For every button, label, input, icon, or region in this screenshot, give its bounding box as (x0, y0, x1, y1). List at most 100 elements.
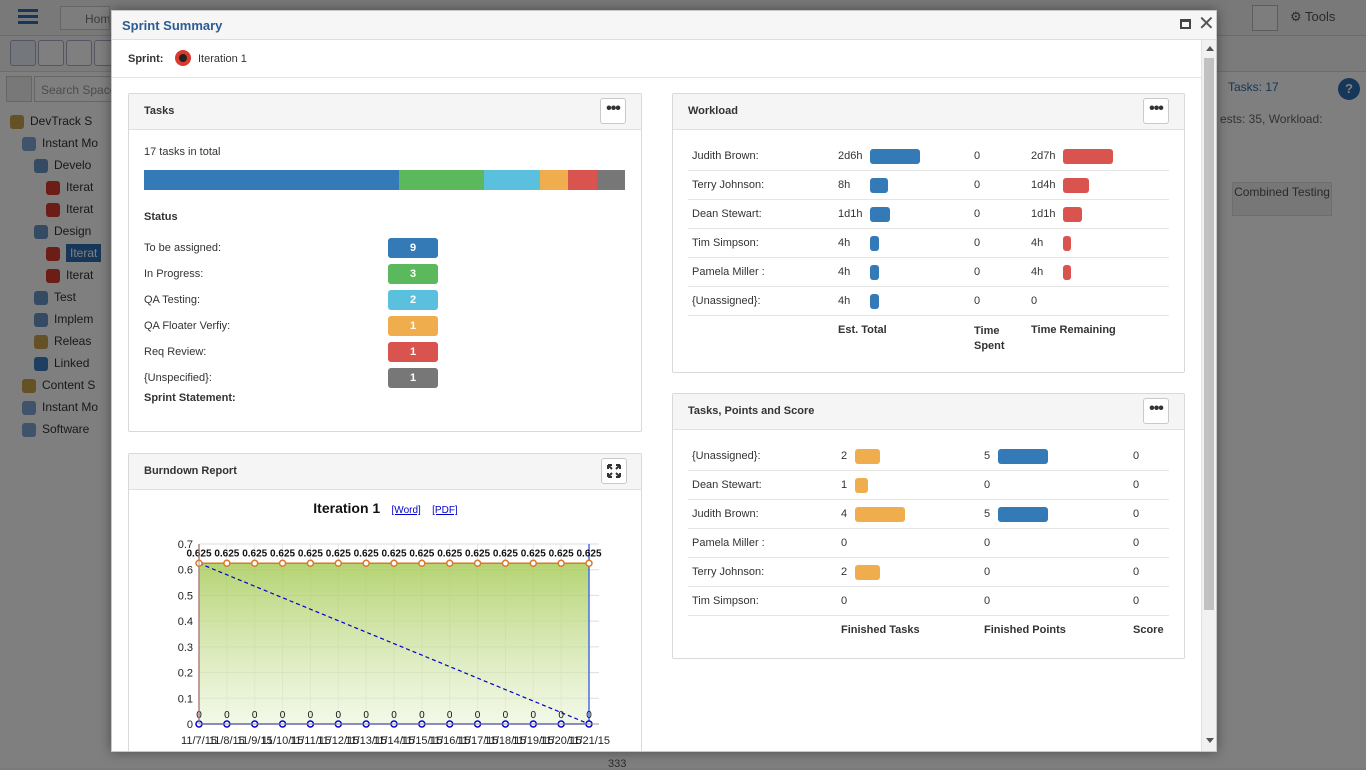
finished-points-value: 0 (984, 479, 991, 491)
scroll-up-icon[interactable] (1206, 46, 1214, 51)
x-tick-label: 11/16/15 (429, 735, 471, 747)
workload-row: Judith Brown: 2d6h 0 2d7h (688, 142, 1169, 171)
dialog-scrollbar[interactable] (1201, 40, 1216, 751)
time-remaining-value: 1d4h (1031, 179, 1056, 191)
maximize-icon[interactable] (1180, 19, 1191, 29)
status-bar-segment (596, 170, 625, 190)
finished-tasks-value: 0 (841, 595, 848, 607)
time-spent-header: Time Spent (974, 325, 1005, 352)
assignee-name: Pamela Miller : (692, 266, 765, 278)
tasks-panel: Tasks ••• 17 tasks in total Status To be… (128, 93, 642, 432)
status-heading: Status (144, 211, 178, 223)
assignee-name: Terry Johnson: (692, 179, 765, 191)
data-label: 0 (419, 710, 425, 721)
data-label: 0 (503, 710, 509, 721)
data-point (250, 559, 259, 568)
x-tick-label: 11/17/15 (457, 735, 499, 747)
status-row: QA Floater Verfiy: 1 (144, 316, 444, 336)
est-total-bar (870, 207, 890, 222)
tasks-points-score-panel: Tasks, Points and Score ••• {Unassigned}… (672, 393, 1185, 659)
data-label: 0.625 (242, 548, 267, 559)
x-tick-label: 11/14/15 (373, 735, 415, 747)
data-label: 0 (280, 710, 286, 721)
data-point (278, 559, 287, 568)
data-point (418, 559, 426, 568)
burndown-panel-header: Burndown Report (129, 454, 641, 490)
data-label: 0.625 (521, 548, 546, 559)
x-tick-label: 11/7/15 (181, 735, 217, 747)
sprint-name: Iteration 1 (198, 53, 247, 65)
est-total-bar (870, 294, 879, 309)
score-value: 0 (1133, 479, 1140, 491)
data-label: 0 (363, 710, 369, 721)
scroll-down-icon[interactable] (1206, 738, 1214, 743)
finished-tasks-header: Finished Tasks (841, 624, 920, 636)
status-row: QA Testing: 2 (144, 290, 444, 310)
data-label: 0.625 (354, 548, 379, 559)
status-count-badge[interactable]: 1 (388, 342, 438, 362)
data-point (334, 559, 343, 568)
burndown-panel-title: Burndown Report (144, 465, 237, 477)
workload-row: {Unassigned}: 4h 0 0 (688, 287, 1169, 316)
data-label: 0.625 (381, 548, 406, 559)
data-label: 0.625 (298, 548, 323, 559)
sprint-label: Sprint: (128, 53, 164, 65)
time-spent-value: 0 (974, 295, 981, 307)
est-total-value: 4h (838, 266, 851, 278)
finished-points-value: 0 (984, 537, 991, 549)
y-tick-label: 0.4 (178, 616, 193, 628)
workload-row: Pamela Miller : 4h 0 4h (688, 258, 1169, 287)
sprint-statement-label: Sprint Statement: (144, 392, 236, 404)
time-remaining-value: 0 (1031, 295, 1038, 307)
status-bar-segment (398, 170, 484, 190)
word-export-link[interactable]: [Word] (391, 505, 421, 516)
more-options-icon[interactable]: ••• (1143, 98, 1169, 124)
status-bar-segment (540, 170, 569, 190)
status-count-badge[interactable]: 3 (388, 264, 438, 284)
scrollbar-thumb[interactable] (1204, 58, 1214, 610)
assignee-name: Tim Simpson: (692, 595, 759, 607)
status-bar-segment (568, 170, 597, 190)
close-icon[interactable]: ✕ (1198, 13, 1215, 35)
data-label: 0.625 (493, 548, 518, 559)
status-row: In Progress: 3 (144, 264, 444, 284)
expand-icon[interactable] (601, 458, 627, 484)
data-label: 0.625 (437, 548, 462, 559)
status-count-badge[interactable]: 9 (388, 238, 438, 258)
score-header: Score (1133, 624, 1164, 636)
est-total-bar (870, 236, 879, 251)
status-row: {Unspecified}: 1 (144, 368, 444, 388)
data-label: 0 (224, 710, 230, 721)
time-spent-value: 0 (974, 179, 981, 191)
finished-tasks-value: 0 (841, 537, 848, 549)
more-options-icon[interactable]: ••• (600, 98, 626, 124)
time-remaining-header: Time Remaining (1031, 324, 1116, 336)
time-remaining-bar (1063, 236, 1071, 251)
time-remaining-bar (1063, 178, 1089, 193)
sprint-summary-dialog: Sprint Summary ✕ Sprint: Iteration 1 Tas… (111, 10, 1217, 752)
status-count-badge[interactable]: 1 (388, 368, 438, 388)
pdf-export-link[interactable]: [PDF] (432, 505, 458, 516)
time-remaining-bar (1063, 149, 1113, 164)
status-count-badge[interactable]: 1 (388, 316, 438, 336)
x-tick-label: 11/11/15 (290, 735, 331, 747)
more-options-icon[interactable]: ••• (1143, 398, 1169, 424)
y-tick-label: 0.5 (178, 590, 193, 602)
status-count-badge[interactable]: 2 (388, 290, 438, 310)
status-name: In Progress: (144, 268, 204, 280)
workload-row: Tim Simpson: 4h 0 4h (688, 229, 1169, 258)
data-label: 0 (558, 710, 564, 721)
time-spent-value: 0 (974, 150, 981, 162)
workload-panel-title: Workload (688, 105, 738, 117)
data-label: 0.625 (326, 548, 351, 559)
data-label: 0.625 (214, 548, 239, 559)
status-row: To be assigned: 9 (144, 238, 444, 258)
assignee-name: {Unassigned}: (692, 295, 761, 307)
y-tick-label: 0.7 (178, 539, 193, 551)
y-tick-label: 0.2 (178, 668, 193, 680)
time-remaining-value: 4h (1031, 266, 1044, 278)
burndown-chart-header: Iteration 1 [Word] [PDF] (129, 500, 642, 516)
x-tick-label: 11/15/15 (401, 735, 443, 747)
finished-tasks-value: 4 (841, 508, 848, 520)
x-tick-label: 11/10/15 (262, 735, 304, 747)
